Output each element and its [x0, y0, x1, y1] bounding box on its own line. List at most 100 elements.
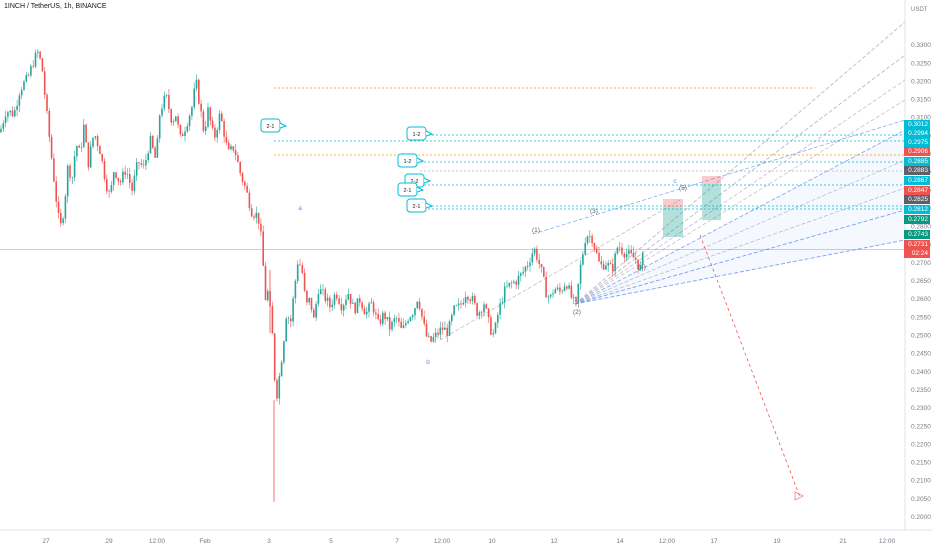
candle-body — [186, 126, 189, 132]
candle-body — [223, 121, 225, 137]
time-tick-label: 14 — [616, 538, 624, 545]
candle-body — [563, 286, 566, 291]
candle-body — [209, 107, 212, 121]
time-tick-label: 12:00 — [434, 538, 451, 545]
time-tick-label: Feb — [199, 538, 211, 545]
price-label: 0.2906 — [904, 147, 930, 156]
candle-body — [299, 264, 301, 266]
symbol-header[interactable]: 1INCH / TetherUS, 1h, BINANCE — [4, 3, 107, 10]
candle-body — [549, 294, 552, 297]
candle-body — [165, 94, 168, 96]
candle-body — [586, 236, 589, 244]
time-tick-label: 17 — [710, 538, 718, 545]
trend-line — [574, 79, 906, 305]
candle-body — [163, 95, 166, 109]
candle-body — [368, 303, 370, 312]
wave-label-4: (4) — [638, 264, 646, 271]
candle-body — [230, 146, 232, 150]
target-marker — [794, 491, 804, 501]
candle-body — [16, 105, 18, 111]
candle-body — [161, 108, 163, 116]
fib-callout[interactable]: 2-1 — [260, 118, 288, 133]
candle-body — [37, 51, 39, 53]
candle-body — [637, 259, 639, 270]
candle-body — [347, 293, 350, 300]
candle-body — [267, 291, 269, 301]
candle-body — [306, 290, 308, 303]
fib-callout[interactable]: 2-1 — [406, 198, 434, 213]
candle-body — [529, 262, 531, 266]
time-tick-label: 21 — [839, 538, 847, 545]
candle-body — [188, 115, 191, 127]
candle-body — [407, 321, 409, 324]
price-tick-label: 0.2250 — [911, 423, 931, 430]
candle-body — [628, 250, 630, 254]
candle-body — [363, 308, 366, 315]
candle-body — [476, 303, 478, 316]
candle-body — [609, 263, 612, 265]
fib-callout[interactable]: 1-2 — [397, 153, 425, 168]
candle-body — [605, 265, 607, 270]
candle-body — [78, 145, 80, 148]
callout-pointer — [423, 177, 432, 184]
candle-body — [30, 66, 32, 76]
candle-body — [207, 107, 209, 127]
candle-body — [492, 333, 494, 335]
candle-body — [432, 337, 435, 342]
candle-body — [618, 247, 621, 249]
fib-callouts-layer[interactable]: 2-1 1-2 1-2 2-2 2-1 2-1 — [260, 118, 434, 213]
trend-line — [574, 209, 906, 305]
candle-body — [480, 312, 483, 313]
bar-countdown: 02:24 — [904, 249, 930, 258]
candle-body — [117, 177, 120, 182]
candle-body — [446, 327, 448, 336]
price-tick-label: 0.2350 — [911, 387, 931, 394]
candle-body — [285, 318, 287, 342]
candle-body — [39, 51, 41, 59]
fib-callout[interactable]: 1-2 — [406, 126, 434, 141]
candle-body — [566, 286, 568, 289]
candle-body — [572, 296, 575, 298]
candle-body — [200, 103, 202, 112]
position-box-stop — [663, 199, 683, 208]
candle-body — [421, 308, 423, 317]
candle-body — [388, 317, 391, 330]
candle-body — [283, 341, 285, 363]
candle-body — [379, 319, 382, 324]
candle-body — [18, 95, 21, 106]
candlestick-series — [0, 49, 644, 502]
candle-body — [239, 162, 241, 174]
candle-body — [467, 296, 469, 300]
candle-body — [43, 71, 46, 95]
trend-line — [574, 21, 906, 305]
candle-body — [154, 147, 156, 158]
price-label: 0.2885 — [904, 157, 930, 166]
candle-body — [214, 127, 216, 138]
price-axis[interactable]: USDT0.33000.32500.32000.31500.31000.3050… — [904, 0, 931, 530]
fib-callout[interactable]: 2-1 — [397, 182, 425, 197]
candle-body — [53, 158, 55, 182]
candle-body — [271, 306, 274, 334]
price-label: 0.2883 — [904, 166, 930, 175]
time-axis[interactable]: 27 29 12:00 Feb 3 5 7 12:00 10 12 14 12:00 17 19 21 12:… — [0, 529, 932, 545]
trend-line — [532, 119, 906, 235]
candle-body — [246, 185, 248, 193]
candle-body — [451, 314, 453, 322]
candle-body — [156, 138, 159, 158]
callout-pointer — [279, 122, 288, 129]
candle-body — [326, 297, 329, 301]
candle-body — [55, 181, 57, 202]
candle-body — [556, 287, 559, 290]
candle-body — [375, 312, 377, 315]
price-tick-label: 0.3300 — [911, 42, 931, 49]
wave-label-c: c — [673, 178, 677, 185]
candle-body — [152, 135, 154, 148]
time-tick-label: 7 — [395, 538, 399, 545]
candle-body — [503, 286, 506, 303]
candle-body — [193, 88, 195, 108]
candle-body — [625, 253, 628, 258]
candle-body — [27, 74, 30, 76]
candle-body — [216, 130, 218, 138]
candle-body — [324, 289, 327, 301]
